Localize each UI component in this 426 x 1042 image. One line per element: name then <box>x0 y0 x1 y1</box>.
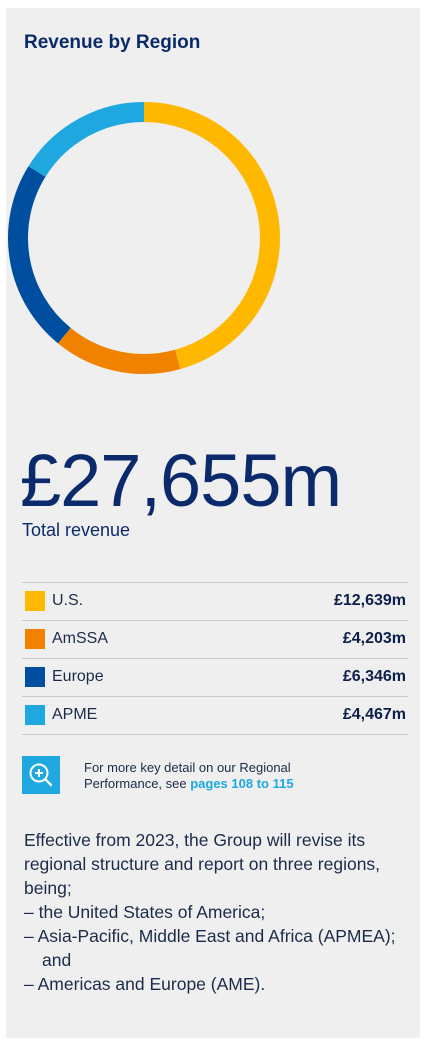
legend-swatch-europe <box>25 667 45 687</box>
note-bullet: – Asia-Pacific, Middle East and Africa (… <box>24 926 396 970</box>
donut-chart <box>8 102 280 374</box>
more-detail-line1: For more key detail on our Regional <box>84 760 291 775</box>
total-revenue-label: Total revenue <box>22 520 131 540</box>
revenue-panel: Revenue by Region £27,655m Total revenue… <box>6 8 420 1038</box>
donut-slice-apme <box>28 102 145 177</box>
legend: U.S. £12,639m AmSSA £4,203m Europe £6,34… <box>22 582 408 735</box>
legend-value-us: £12,639m <box>333 592 406 609</box>
note-bullet: – Americas and Europe (AME). <box>24 974 266 994</box>
zoom-in-icon <box>22 756 60 794</box>
note-intro: Effective from 2023, the Group will revi… <box>24 830 381 898</box>
more-detail-text: For more key detail on our Regional Perf… <box>84 760 294 792</box>
chart-title: Revenue by Region <box>24 32 201 53</box>
legend-label-amssa: AmSSA <box>52 630 109 647</box>
donut-slice-u-s <box>143 102 280 370</box>
legend-value-apme: £4,467m <box>342 706 406 723</box>
more-detail-callout: For more key detail on our Regional Perf… <box>22 754 412 804</box>
legend-item-amssa: AmSSA £4,203m <box>22 621 408 659</box>
more-detail-line2: Performance, see <box>84 776 191 791</box>
legend-item-apme: APME £4,467m <box>22 697 408 735</box>
legend-value-europe: £6,346m <box>342 668 406 685</box>
note-bullet: – the United States of America; <box>24 902 266 922</box>
legend-label-apme: APME <box>52 706 98 723</box>
pages-link[interactable]: pages 108 to 115 <box>190 776 294 791</box>
legend-item-us: U.S. £12,639m <box>22 582 408 621</box>
legend-value-amssa: £4,203m <box>342 630 406 647</box>
legend-swatch-amssa <box>25 629 45 649</box>
regional-structure-note: Effective from 2023, the Group will revi… <box>24 828 414 996</box>
legend-item-europe: Europe £6,346m <box>22 659 408 697</box>
total-revenue-value: £27,655m <box>20 439 342 522</box>
legend-label-europe: Europe <box>52 668 104 685</box>
legend-swatch-apme <box>25 705 45 725</box>
donut-slice-europe <box>8 166 71 344</box>
donut-slice-amssa <box>57 327 181 374</box>
legend-swatch-us <box>25 591 45 611</box>
legend-label-us: U.S. <box>52 592 84 609</box>
